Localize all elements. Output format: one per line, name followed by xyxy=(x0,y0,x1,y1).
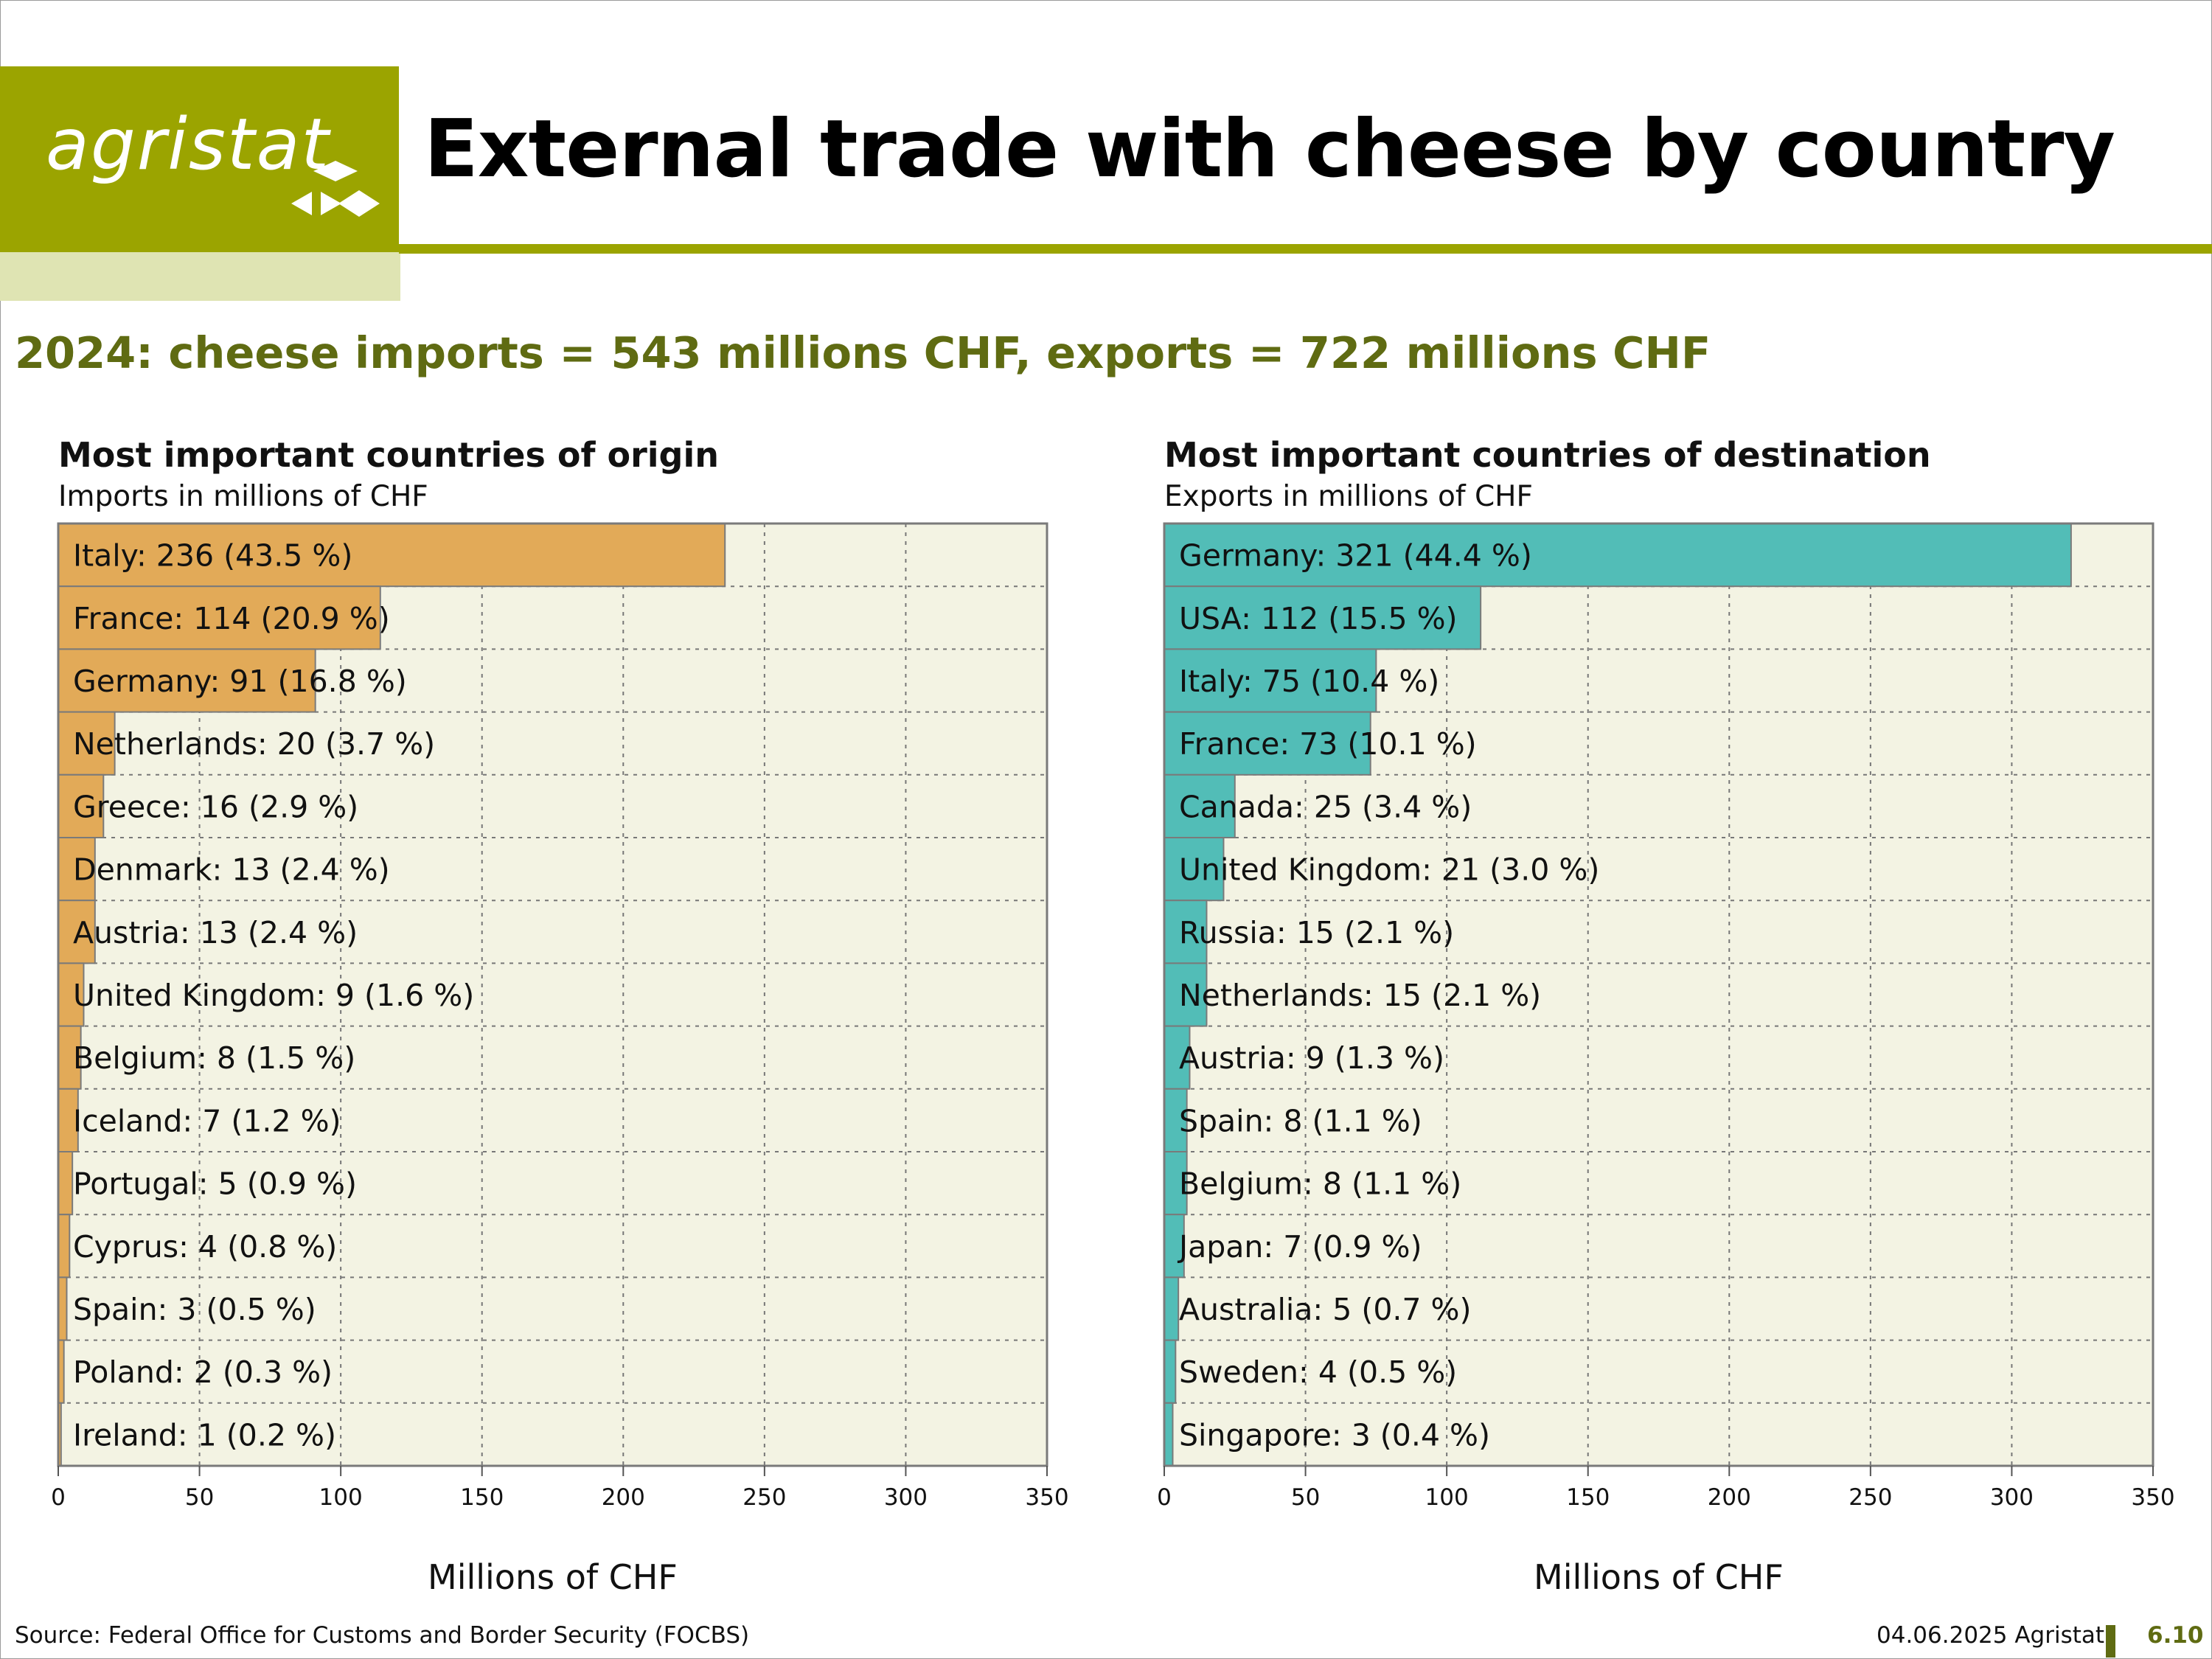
exports-bar-10 xyxy=(1164,1151,1188,1216)
footer-divider xyxy=(2106,1625,2115,1658)
imports-bar-label-11: Cyprus: 4 (0.8 %) xyxy=(73,1229,337,1265)
exports-bar-label-14: Singapore: 3 (0.4 %) xyxy=(1179,1417,1490,1453)
exports-bar-label-5: United Kingdom: 21 (3.0 %) xyxy=(1179,852,1599,888)
exports-bar-14 xyxy=(1164,1402,1174,1467)
exports-xtick-label-0: 0 xyxy=(1157,1484,1172,1511)
imports-bar-1 xyxy=(58,585,381,650)
logo-block xyxy=(0,66,399,252)
imports-xtick-label-200: 200 xyxy=(602,1484,645,1511)
imports-bar-label-13: Poland: 2 (0.3 %) xyxy=(73,1354,333,1390)
imports-chart-subtitle: Imports in millions of CHF xyxy=(58,480,428,513)
exports-bar-label-0: Germany: 321 (44.4 %) xyxy=(1179,538,1532,574)
imports-xtick-label-150: 150 xyxy=(460,1484,504,1511)
page-number: 6.10 xyxy=(2147,1622,2204,1649)
exports-bar-label-9: Spain: 8 (1.1 %) xyxy=(1179,1103,1422,1138)
exports-xtick-label-150: 150 xyxy=(1566,1484,1610,1511)
exports-bar-label-1: USA: 112 (15.5 %) xyxy=(1179,601,1458,636)
exports-bar-6 xyxy=(1164,900,1208,964)
imports-bar-label-2: Germany: 91 (16.8 %) xyxy=(73,664,407,699)
imports-bar-label-10: Portugal: 5 (0.9 %) xyxy=(73,1166,357,1202)
imports-bar-label-6: Austria: 13 (2.4 %) xyxy=(73,915,358,950)
exports-bar-2 xyxy=(1164,648,1377,713)
imports-bar-label-9: Iceland: 7 (1.2 %) xyxy=(73,1103,341,1138)
title-rule xyxy=(399,244,2212,254)
exports-bar-label-3: France: 73 (10.1 %) xyxy=(1179,726,1477,762)
imports-xtick-label-50: 50 xyxy=(185,1484,214,1511)
logo-underbar xyxy=(0,252,400,301)
imports-xtick-label-0: 0 xyxy=(51,1484,66,1511)
exports-xtick-label-250: 250 xyxy=(1848,1484,1892,1511)
imports-bar-label-5: Denmark: 13 (2.4 %) xyxy=(73,852,390,888)
exports-xtick-label-200: 200 xyxy=(1708,1484,1751,1511)
exports-bar-4 xyxy=(1164,773,1236,839)
exports-bar-0 xyxy=(1164,523,2072,588)
imports-bar-label-8: Belgium: 8 (1.5 %) xyxy=(73,1040,355,1076)
imports-xtick-label-300: 300 xyxy=(884,1484,928,1511)
imports-bar-label-12: Spain: 3 (0.5 %) xyxy=(73,1292,316,1327)
imports-bar-0 xyxy=(58,523,726,588)
imports-x-axis-label: Millions of CHF xyxy=(428,1557,678,1597)
logo-mark-icon xyxy=(291,161,380,217)
imports-bar-label-3: Netherlands: 20 (3.7 %) xyxy=(73,726,435,762)
imports-bar-4 xyxy=(58,773,105,839)
exports-bar-label-6: Russia: 15 (2.1 %) xyxy=(1179,915,1454,950)
imports-bar-2 xyxy=(58,648,316,713)
exports-bar-label-2: Italy: 75 (10.4 %) xyxy=(1179,664,1439,699)
imports-bar-label-4: Greece: 16 (2.9 %) xyxy=(73,789,358,824)
imports-bar-label-7: United Kingdom: 9 (1.6 %) xyxy=(73,978,474,1013)
exports-xtick-label-100: 100 xyxy=(1425,1484,1469,1511)
imports-bar-label-14: Ireland: 1 (0.2 %) xyxy=(73,1417,336,1453)
imports-xtick-label-250: 250 xyxy=(742,1484,786,1511)
exports-x-axis-label: Millions of CHF xyxy=(1534,1557,1784,1597)
agristat-logo: agristat xyxy=(46,103,331,186)
footer-date: 04.06.2025 Agristat xyxy=(1877,1622,2105,1649)
imports-plot-border xyxy=(57,522,1048,1467)
exports-plot-border xyxy=(1163,522,2154,1467)
exports-bar-12 xyxy=(1164,1276,1180,1341)
imports-bar-9 xyxy=(58,1088,79,1153)
imports-bar-chart: Italy: 236 (43.5 %) France: 114 (20.9 %) G… xyxy=(51,522,1069,1511)
exports-chart-title: Most important countries of destination xyxy=(1164,435,1931,475)
exports-bar-9 xyxy=(1164,1088,1188,1153)
exports-bar-label-13: Sweden: 4 (0.5 %) xyxy=(1179,1354,1457,1390)
imports-chart-title: Most important countries of origin xyxy=(58,435,719,475)
imports-xtick-label-100: 100 xyxy=(319,1484,363,1511)
exports-bar-label-10: Belgium: 8 (1.1 %) xyxy=(1179,1166,1461,1202)
exports-xtick-label-350: 350 xyxy=(2131,1484,2174,1511)
page-subtitle: 2024: cheese imports = 543 millions CHF,… xyxy=(15,327,1711,378)
imports-bar-label-0: Italy: 236 (43.5 %) xyxy=(73,538,352,574)
imports-bar-label-1: France: 114 (20.9 %) xyxy=(73,601,390,636)
exports-xtick-label-300: 300 xyxy=(1990,1484,2034,1511)
exports-xtick-label-50: 50 xyxy=(1291,1484,1320,1511)
exports-bar-label-8: Austria: 9 (1.3 %) xyxy=(1179,1040,1444,1076)
exports-bar-label-4: Canada: 25 (3.4 %) xyxy=(1179,789,1472,824)
exports-bar-label-7: Netherlands: 15 (2.1 %) xyxy=(1179,978,1541,1013)
exports-bar-label-11: Japan: 7 (0.9 %) xyxy=(1177,1229,1422,1265)
exports-bar-13 xyxy=(1164,1339,1177,1404)
source-note: Source: Federal Office for Customs and B… xyxy=(15,1622,750,1649)
exports-chart-subtitle: Exports in millions of CHF xyxy=(1164,480,1533,513)
page-title: External trade with cheese by country xyxy=(424,103,2115,195)
imports-xtick-label-350: 350 xyxy=(1025,1484,1068,1511)
exports-bar-label-12: Australia: 5 (0.7 %) xyxy=(1179,1292,1472,1327)
